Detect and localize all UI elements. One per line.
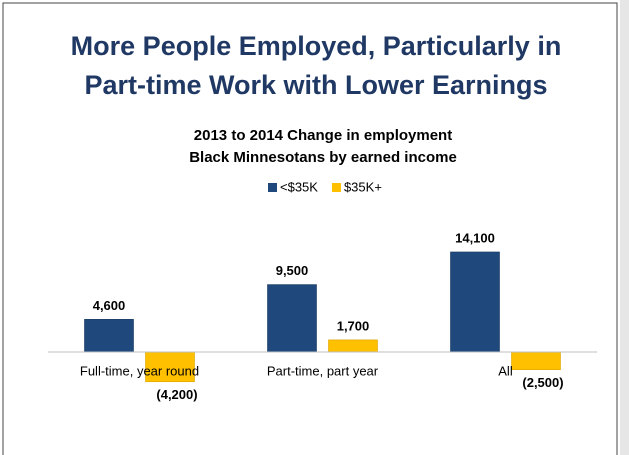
value-label: 9,500 [276,263,309,278]
category-label: Full-time, year round [80,363,199,378]
legend-label: $35K+ [344,179,382,194]
slide-edge [620,0,629,455]
slide-title: More People Employed, Particularly in [71,31,562,61]
chart-title: 2013 to 2014 Change in employment [194,127,452,144]
value-label: 1,700 [337,318,370,333]
value-label: 4,600 [93,298,126,313]
value-label: 14,100 [455,230,495,245]
legend-swatch [268,183,277,192]
slide-frame [2,2,618,455]
bar [450,251,500,353]
category-label: Part-time, part year [267,363,379,378]
slide-title: Part-time Work with Lower Earnings [84,70,547,100]
bar [328,339,378,353]
category-label: All [498,363,513,378]
bar [511,351,561,370]
chart-title: Black Minnesotans by earned income [189,149,457,166]
value-label: (4,200) [156,387,197,402]
bar [267,284,317,353]
legend-swatch [331,183,341,192]
value-label: (2,500) [522,375,563,390]
legend-label: <$35K [280,179,318,194]
bar [145,351,195,383]
bar [84,319,134,353]
